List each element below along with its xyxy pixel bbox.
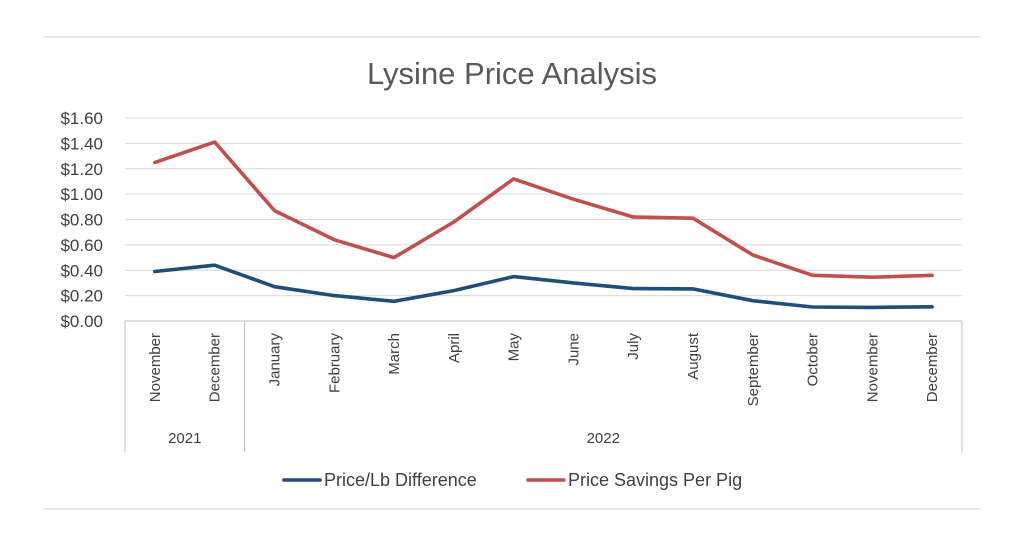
y-tick-label: $0.60 — [60, 236, 103, 255]
x-category-label: November — [147, 333, 164, 402]
legend[interactable]: Price/Lb Difference Price Savings Per Pig — [282, 470, 742, 490]
legend-label: Price Savings Per Pig — [568, 470, 742, 490]
y-tick-label: $1.00 — [60, 185, 103, 204]
x-category-label: July — [625, 333, 642, 360]
series-line-1 — [153, 263, 934, 310]
chart-title: Lysine Price Analysis — [367, 56, 657, 91]
legend-label: Price/Lb Difference — [324, 470, 477, 490]
x-category-label: January — [266, 333, 283, 387]
y-tick-label: $1.40 — [60, 134, 103, 153]
y-tick-label: $0.40 — [60, 261, 103, 280]
y-tick-label: $0.00 — [60, 312, 103, 331]
x-group-label: 2021 — [168, 430, 201, 447]
y-tick-label: $1.20 — [60, 160, 103, 179]
x-category-label: March — [386, 333, 403, 375]
x-category-label: September — [745, 333, 762, 406]
x-category-label: May — [506, 333, 523, 362]
x-axis: November December January February March Apri… — [124, 320, 963, 452]
y-tick-label: $0.80 — [60, 211, 103, 230]
x-category-label: October — [805, 333, 822, 386]
gridlines — [125, 117, 962, 297]
y-tick-label: $0.20 — [60, 287, 103, 306]
x-category-label: December — [924, 333, 941, 402]
x-category-label: April — [446, 333, 463, 363]
x-category-label: November — [864, 333, 881, 402]
x-category-label: June — [565, 333, 582, 366]
series-lines — [153, 140, 934, 310]
y-axis: $0.00 $0.20 $0.40 $0.60 $0.80 $1.00 $1.20 $1.40… — [60, 109, 103, 331]
x-group-label: 2022 — [587, 430, 620, 447]
y-tick-label: $1.60 — [60, 109, 103, 128]
legend-item-1[interactable]: Price/Lb Difference — [282, 470, 477, 490]
x-category-label: February — [326, 333, 343, 394]
x-category-label: August — [685, 332, 702, 380]
x-category-label: December — [207, 333, 224, 402]
legend-item-2[interactable]: Price Savings Per Pig — [526, 470, 742, 490]
series-line-2 — [153, 140, 934, 279]
